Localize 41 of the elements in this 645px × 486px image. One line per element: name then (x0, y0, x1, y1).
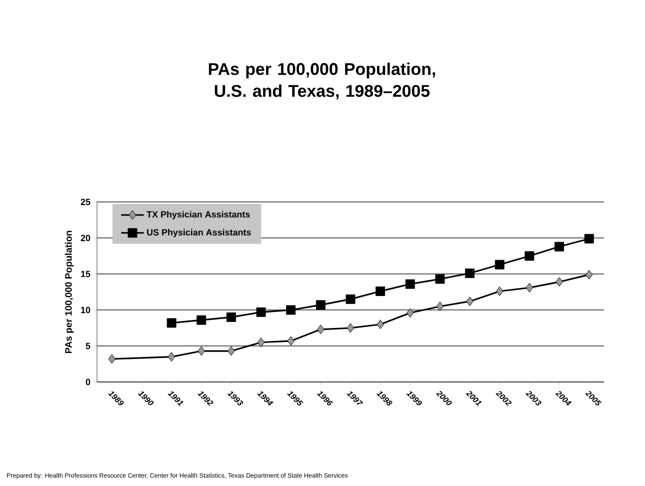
point (346, 323, 354, 333)
legend-label: US Physician Assistants (147, 228, 251, 238)
point (376, 320, 384, 330)
chart-title: PAs per 100,000 Population, U.S. and Texas, 1989–2005 (208, 62, 436, 100)
y-axis-title: PAs per 100,000 Population (64, 230, 74, 354)
point (496, 286, 504, 296)
point (585, 270, 593, 280)
point (168, 352, 176, 362)
point (346, 294, 356, 304)
y-tick-label: 10 (81, 306, 90, 314)
point (465, 268, 475, 278)
y-tick-label: 0 (86, 378, 90, 386)
point (108, 354, 116, 364)
y-tick-label: 5 (86, 342, 90, 350)
point (526, 282, 534, 292)
point (286, 305, 296, 315)
point (554, 242, 564, 252)
point (257, 338, 265, 348)
y-tick-label: 15 (81, 270, 90, 278)
point (436, 302, 444, 312)
point (287, 336, 294, 346)
point (524, 251, 534, 261)
point (196, 315, 206, 325)
point (466, 296, 474, 306)
point (317, 324, 324, 334)
y-tick-label: 25 (80, 198, 90, 206)
point (494, 260, 504, 270)
legend-label: TX Physician Assistants (146, 210, 250, 220)
point (226, 312, 236, 322)
point (376, 286, 386, 296)
point (435, 274, 445, 284)
point (316, 300, 326, 310)
point (405, 279, 415, 289)
point (406, 308, 414, 318)
point (256, 307, 266, 317)
point (166, 318, 176, 328)
point (198, 346, 205, 356)
y-tick-label: 20 (80, 234, 90, 242)
point (228, 346, 235, 356)
point (584, 234, 594, 244)
point (556, 277, 563, 287)
